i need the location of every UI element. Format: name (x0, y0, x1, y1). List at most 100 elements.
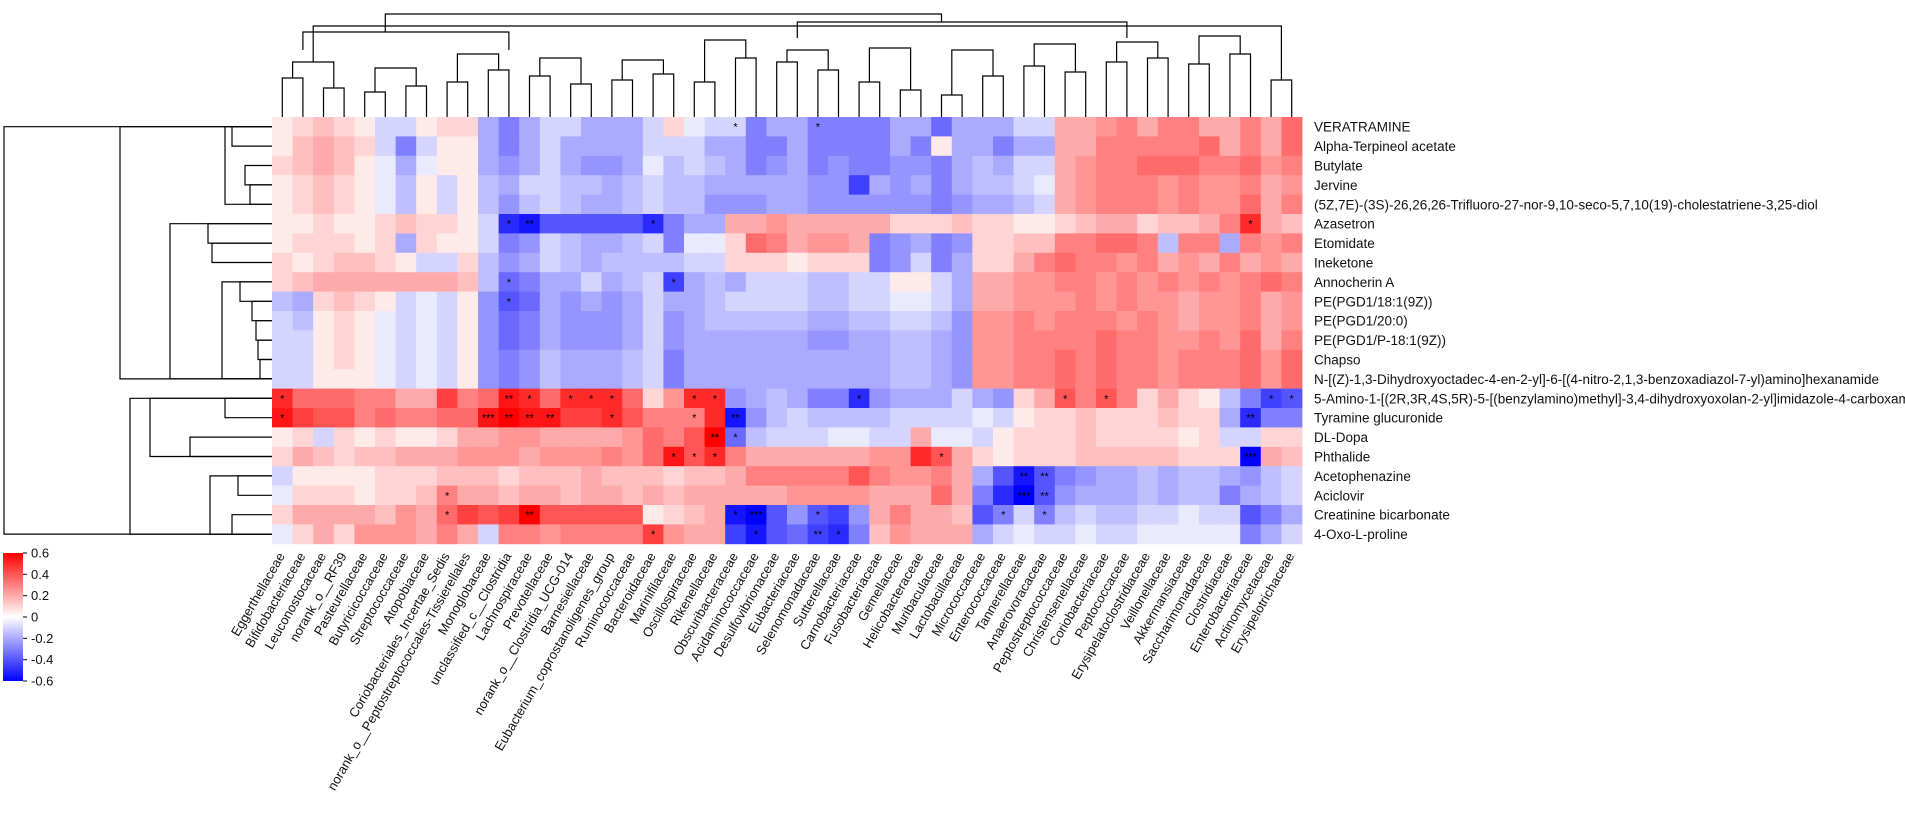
heatmap-cell (848, 252, 870, 273)
heatmap-cell (1096, 214, 1117, 234)
heatmap-cell (1281, 524, 1303, 545)
heatmap-cell (601, 330, 623, 351)
heatmap-cell (1178, 330, 1200, 351)
heatmap-cell (766, 233, 788, 254)
heatmap-cell (375, 194, 396, 215)
heatmap-cell (1240, 194, 1262, 215)
heatmap-cell (890, 408, 911, 428)
heatmap-cell (869, 446, 891, 467)
heatmap-cell (890, 505, 911, 525)
heatmap-cell (766, 369, 788, 389)
heatmap-cell (663, 524, 685, 545)
heatmap-cell (1157, 117, 1179, 137)
heatmap-cell (1281, 233, 1303, 254)
heatmap-cell (313, 446, 335, 467)
heatmap-cell (1178, 214, 1200, 234)
heatmap-cell (395, 136, 417, 157)
heatmap-cell (1013, 155, 1035, 176)
heatmap-cell (1157, 466, 1179, 486)
heatmap-cell (498, 446, 520, 467)
heatmap-cell (1116, 272, 1138, 292)
heatmap-cell (828, 155, 850, 176)
dendrogram-branch (211, 242, 272, 264)
heatmap-cell (951, 233, 973, 254)
heatmap-cell (1199, 155, 1220, 176)
heatmap-cell (787, 485, 808, 506)
heatmap-cell (1096, 388, 1117, 409)
heatmap-cell (910, 214, 932, 234)
heatmap-cell (1054, 330, 1076, 351)
color-legend: 0.6 0.4 0.2 0 -0.2 -0.4 -0.6 (3, 546, 53, 689)
heatmap-cell (313, 330, 335, 351)
heatmap-cell (1178, 311, 1200, 331)
legend-tick-label: 0 (31, 610, 38, 625)
heatmap-cell (1034, 233, 1056, 254)
heatmap-cell (890, 369, 911, 389)
heatmap-cell (807, 330, 829, 351)
heatmap-cell (766, 446, 788, 467)
heatmap-cell (1260, 155, 1282, 176)
row-label: PE(PGD1/18:1(9Z)) (1314, 294, 1433, 309)
heatmap-cell (1157, 233, 1179, 254)
heatmap-cell (745, 349, 767, 370)
significance-star: * (692, 393, 697, 405)
heatmap-cell (828, 117, 850, 137)
heatmap-cell (663, 311, 685, 331)
heatmap-cell (539, 466, 561, 486)
dendrogram-branch (786, 49, 829, 70)
significance-star: * (939, 452, 944, 464)
heatmap-cell (1281, 272, 1303, 292)
heatmap-cell (519, 349, 541, 370)
heatmap-cell (395, 175, 417, 195)
dendrogram-branch (322, 87, 345, 117)
heatmap-cell (890, 446, 911, 467)
heatmap-cell (1240, 175, 1262, 195)
heatmap-cell (581, 272, 602, 292)
heatmap-cell (972, 505, 994, 525)
row-labels: VERATRAMINE Alpha-Terpineol acetate Butyla… (1314, 120, 1905, 542)
heatmap-cell (601, 117, 623, 137)
heatmap-cell (313, 369, 335, 389)
heatmap-cell (560, 117, 582, 137)
heatmap-cell (498, 136, 520, 157)
dendrogram-branch (776, 61, 798, 117)
heatmap-cell (704, 272, 726, 292)
heatmap-cell (333, 349, 355, 370)
significance-star: * (280, 393, 285, 405)
significance-star: * (507, 277, 512, 289)
significance-star: * (445, 490, 450, 502)
heatmap-cell (498, 214, 520, 234)
heatmap-cell (1096, 311, 1117, 331)
heatmap-cell (1096, 408, 1117, 428)
heatmap-cell (601, 369, 623, 389)
dendrogram-branch (129, 397, 272, 535)
heatmap-cell (807, 155, 829, 176)
heatmap-cell (1219, 408, 1241, 428)
heatmap-cell (1075, 349, 1097, 370)
heatmap-cell (498, 524, 520, 545)
heatmap-cell (601, 136, 623, 157)
heatmap-cell (1260, 466, 1282, 486)
heatmap-cell (1281, 175, 1303, 195)
heatmap-cell (1034, 311, 1056, 331)
significance-star: * (816, 122, 821, 134)
heatmap-cell (725, 524, 747, 545)
heatmap-cell (684, 524, 705, 545)
heatmap-cell (684, 291, 705, 312)
heatmap-cell (622, 155, 644, 176)
heatmap-cell (416, 214, 438, 234)
heatmap-cell (951, 485, 973, 506)
heatmap-cell (601, 505, 623, 525)
dendrogram-branch (257, 339, 272, 361)
heatmap-cell (684, 233, 705, 254)
heatmap-cell (931, 272, 953, 292)
heatmap-cell (519, 311, 541, 331)
heatmap-cell (890, 349, 911, 370)
row-label: Ineketone (1314, 256, 1373, 271)
heatmap-cell (1219, 194, 1241, 215)
heatmap-cell (416, 505, 438, 525)
heatmap-cell (787, 194, 808, 215)
heatmap-cell (622, 485, 644, 506)
heatmap-cell (910, 136, 932, 157)
heatmap-cell (1219, 466, 1241, 486)
